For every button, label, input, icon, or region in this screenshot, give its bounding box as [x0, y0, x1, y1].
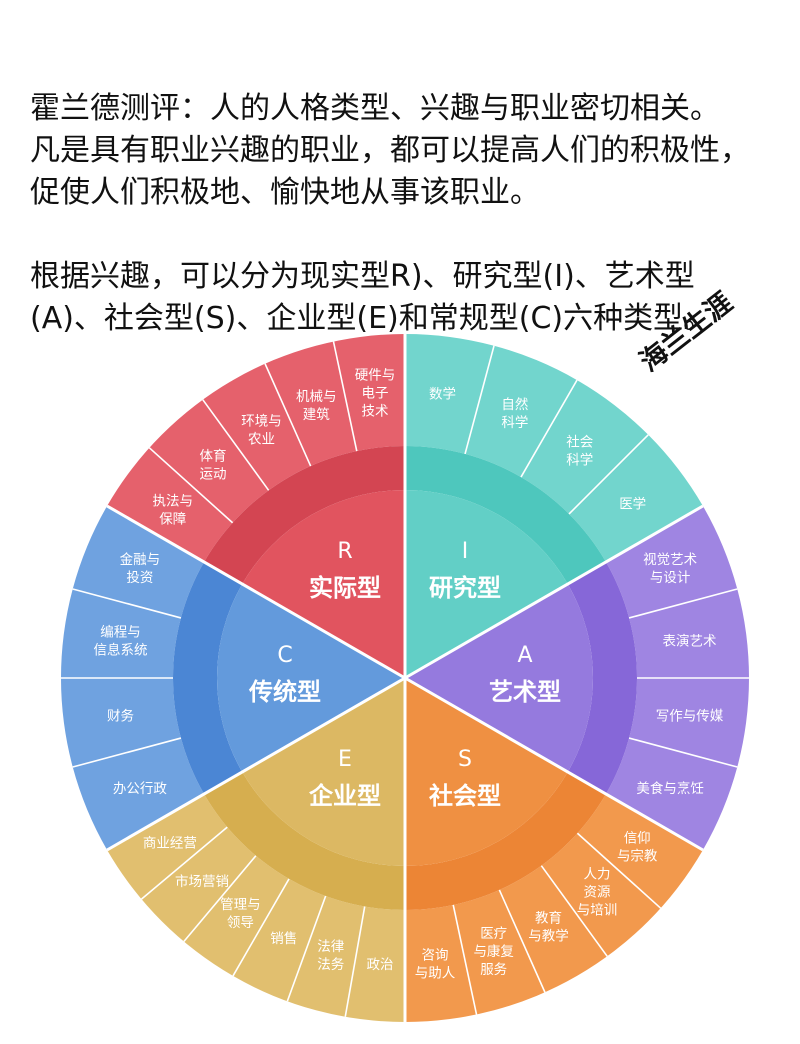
intro-line-2: 凡是具有职业兴趣的职业，都可以提高人们的积极性， — [30, 133, 750, 168]
field-label: 市场营销 — [175, 873, 229, 890]
sector-ring-e — [204, 772, 405, 910]
field-label: 编程与信息系统 — [93, 625, 147, 659]
field-label: 美食与烹饪 — [636, 780, 704, 797]
field-divider — [498, 889, 546, 993]
field-divider — [148, 447, 234, 524]
field-label: 医疗与康复服务 — [473, 926, 514, 978]
category-name-r: 实际型 — [309, 574, 381, 602]
field-label: 硬件与电子技术 — [355, 368, 396, 420]
sector-outer-i — [405, 334, 703, 562]
field-label: 社会科学 — [566, 434, 593, 468]
category-letter-s: S — [458, 747, 472, 772]
field-divider — [464, 345, 495, 455]
field-divider — [72, 737, 182, 768]
intro-text: 霍兰德测评：人的人格类型、兴趣与职业密切相关。 凡是具有职业兴趣的职业，都可以提… — [30, 88, 790, 340]
field-label: 销售 — [270, 931, 297, 947]
field-divider — [202, 399, 270, 491]
field-divider — [72, 588, 182, 619]
field-divider — [140, 826, 228, 900]
field-divider — [264, 363, 312, 467]
sector-outer-s — [405, 794, 703, 1022]
sector-outer-r — [107, 334, 406, 562]
field-divider — [568, 434, 649, 515]
sector-inner-r — [242, 490, 405, 678]
field-label: 教育与教学 — [528, 911, 569, 945]
intro-line-3: 促使人们积极地、愉快地从事该职业。 — [30, 175, 540, 210]
category-name-e: 企业型 — [309, 782, 381, 810]
field-label: 管理与领导 — [220, 897, 261, 931]
field-label: 写作与传媒 — [656, 708, 724, 724]
category-letter-a: A — [517, 643, 532, 668]
sector-ring-c — [173, 562, 243, 794]
field-divider — [332, 341, 358, 452]
field-label: 法律法务 — [317, 939, 344, 973]
sector-outer-e — [107, 794, 406, 1022]
field-divider — [232, 878, 290, 977]
field-divider — [344, 906, 366, 1017]
field-label: 信仰与宗教 — [617, 831, 658, 865]
field-label: 体育运动 — [199, 449, 226, 483]
field-divider — [576, 832, 662, 909]
field-label: 办公行政 — [113, 781, 167, 797]
field-label: 机械与建筑 — [296, 389, 337, 423]
field-label: 咨询与助人 — [415, 947, 456, 981]
category-letter-r: R — [337, 539, 352, 564]
intro-line-1: 霍兰德测评：人的人格类型、兴趣与职业密切相关。 — [30, 91, 720, 126]
category-letter-i: I — [462, 539, 469, 564]
field-label: 表演艺术 — [663, 634, 717, 650]
category-divider — [106, 676, 406, 852]
field-label: 执法与保障 — [153, 493, 194, 527]
field-label: 自然科学 — [501, 396, 528, 431]
category-letter-e: E — [338, 747, 352, 772]
category-name-a: 艺术型 — [489, 678, 561, 706]
field-label: 商业经营 — [143, 836, 197, 852]
category-letter-c: C — [277, 643, 292, 668]
sector-inner-s — [405, 678, 568, 866]
field-divider — [540, 865, 608, 957]
field-label: 财务 — [107, 708, 134, 724]
category-divider — [404, 504, 704, 680]
sector-inner-a — [405, 584, 593, 772]
field-label: 视觉艺术与设计 — [643, 552, 697, 586]
field-label: 政治 — [366, 957, 393, 973]
field-divider — [183, 855, 257, 943]
field-label: 金融与投资 — [120, 552, 161, 586]
category-divider — [404, 676, 704, 852]
sector-ring-r — [204, 446, 405, 584]
field-divider — [628, 737, 738, 768]
field-divider — [452, 904, 478, 1015]
field-label: 数学 — [429, 386, 456, 402]
field-label: 人力资源与培训 — [577, 866, 618, 918]
field-label: 医学 — [619, 496, 646, 512]
sector-inner-c — [217, 584, 405, 772]
category-name-c: 传统型 — [248, 678, 321, 706]
sector-inner-e — [242, 678, 405, 866]
sector-ring-i — [405, 446, 606, 584]
field-label: 环境与农业 — [241, 413, 282, 447]
sector-inner-i — [405, 490, 568, 678]
category-name-i: 研究型 — [429, 574, 501, 602]
field-divider — [628, 588, 738, 619]
sector-ring-s — [405, 772, 606, 910]
intro-line-4: 根据兴趣，可以分为现实型R)、研究型(I)、艺术型 — [30, 259, 695, 294]
field-divider — [286, 895, 327, 1002]
category-divider — [106, 504, 406, 680]
field-divider — [520, 379, 578, 478]
intro-line-5: (A)、社会型(S)、企业型(E)和常规型(C)六种类型。 — [30, 301, 714, 336]
sector-ring-a — [567, 562, 637, 794]
category-name-s: 社会型 — [429, 782, 501, 810]
